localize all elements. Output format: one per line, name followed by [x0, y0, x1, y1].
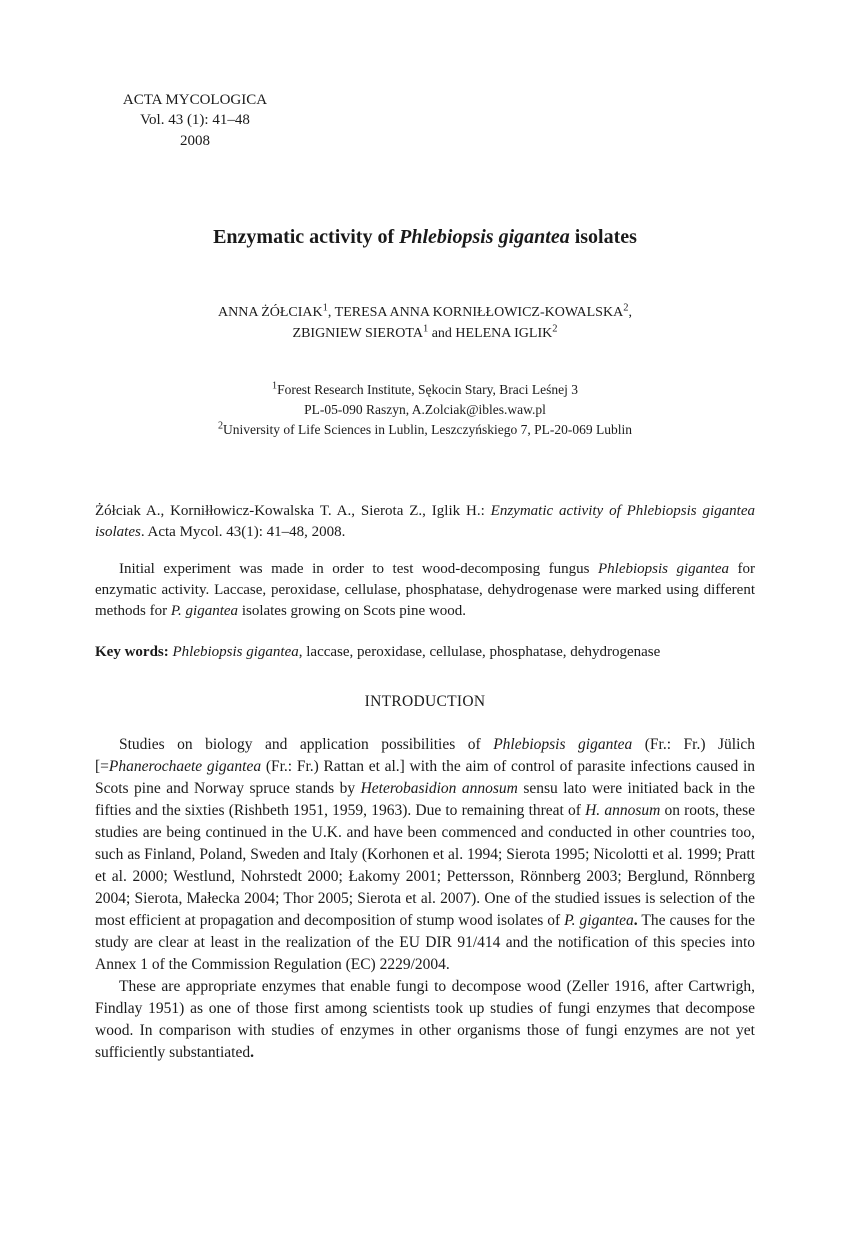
para-species: P. gigantea	[564, 912, 634, 929]
author-2: , TERESA ANNA KORNIŁŁOWICZ-KOWALSKA	[328, 305, 623, 320]
abstract-species: P. gigantea	[171, 603, 238, 619]
journal-volume: Vol. 43 (1): 41–48	[95, 110, 295, 130]
section-heading-introduction: INTRODUCTION	[95, 691, 755, 713]
affiliations-block: 1Forest Research Institute, Sękocin Star…	[95, 380, 755, 441]
para-bold: .	[250, 1044, 254, 1061]
affiliation-1-line2: PL-05-090 Raszyn, A.Zolciak@ibles.waw.pl	[95, 400, 755, 420]
affiliation-2: 2University of Life Sciences in Lublin, …	[95, 420, 755, 440]
author-3: ZBIGNIEW SIEROTA	[293, 326, 423, 341]
affil-text: Forest Research Institute, Sękocin Stary…	[277, 382, 578, 397]
abstract-species: Phlebiopsis gigantea	[598, 561, 729, 577]
author-1: ANNA ŻÓŁCIAK	[218, 305, 323, 320]
para-text: Studies on biology and application possi…	[119, 736, 493, 753]
intro-paragraph-2: These are appropriate enzymes that enabl…	[95, 976, 755, 1064]
sep: ,	[628, 305, 632, 320]
keywords-label: Key words:	[95, 644, 173, 660]
para-species: Phlebiopsis gigantea	[493, 736, 632, 753]
keywords-list: , laccase, peroxidase, cellulase, phosph…	[299, 644, 661, 660]
abstract-paragraph: Initial experiment was made in order to …	[95, 559, 755, 622]
para-species: Heterobasidion annosum	[361, 780, 518, 797]
para-text: These are appropriate enzymes that enabl…	[95, 978, 755, 1061]
affiliation-1: 1Forest Research Institute, Sękocin Star…	[95, 380, 755, 400]
authors-block: ANNA ŻÓŁCIAK1, TERESA ANNA KORNIŁŁOWICZ-…	[95, 302, 755, 344]
intro-paragraph-1: Studies on biology and application possi…	[95, 734, 755, 976]
author-4: and HELENA IGLIK	[428, 326, 552, 341]
para-species: H. annosum	[585, 802, 660, 819]
abstract-text: isolates growing on Scots pine wood.	[238, 603, 466, 619]
citation-pre: Żółciak A., Korniłłowicz-Kowalska T. A.,…	[95, 503, 491, 519]
para-text: on roots, these studies are being contin…	[95, 802, 755, 929]
keywords-line: Key words: Phlebiopsis gigantea, laccase…	[95, 642, 755, 664]
affil-text: University of Life Sciences in Lublin, L…	[223, 422, 632, 437]
para-species: Phanerochaete gigantea	[109, 758, 261, 775]
authors-line2: ZBIGNIEW SIEROTA1 and HELENA IGLIK2	[95, 323, 755, 344]
title-pre: Enzymatic activity of	[213, 226, 399, 248]
abstract-text: Initial experiment was made in order to …	[119, 561, 598, 577]
title-species: Phlebiopsis gigantea	[399, 226, 570, 248]
affil-sup: 2	[552, 323, 557, 334]
authors-line1: ANNA ŻÓŁCIAK1, TERESA ANNA KORNIŁŁOWICZ-…	[95, 302, 755, 323]
title-post: isolates	[570, 226, 637, 248]
journal-year: 2008	[95, 131, 295, 151]
journal-header: ACTA MYCOLOGICA Vol. 43 (1): 41–48 2008	[95, 90, 295, 151]
article-title: Enzymatic activity of Phlebiopsis gigant…	[95, 223, 755, 252]
keywords-species: Phlebiopsis gigantea	[173, 644, 299, 660]
journal-name: ACTA MYCOLOGICA	[95, 90, 295, 110]
citation-line: Żółciak A., Korniłłowicz-Kowalska T. A.,…	[95, 501, 755, 543]
citation-post: . Acta Mycol. 43(1): 41–48, 2008.	[141, 524, 346, 540]
